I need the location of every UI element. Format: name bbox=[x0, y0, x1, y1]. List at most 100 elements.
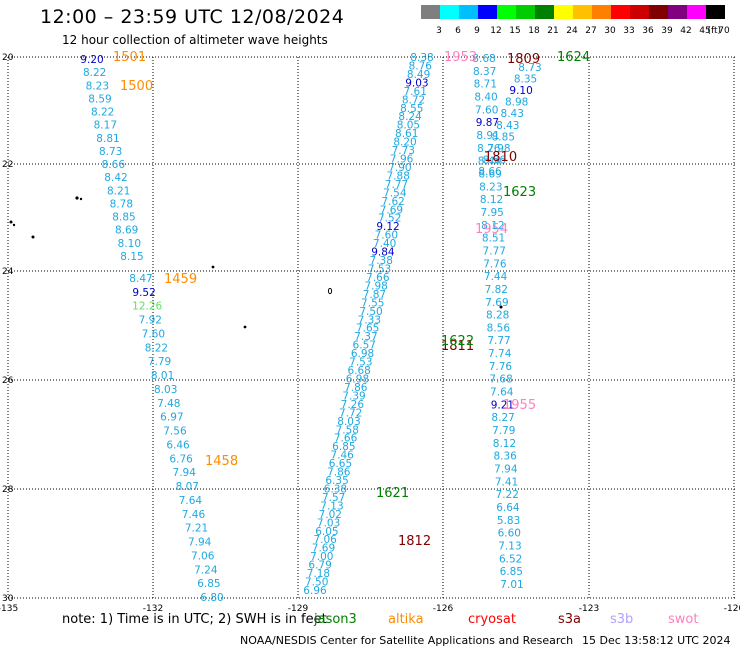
lat-tick-label: 28 bbox=[2, 485, 14, 495]
lon-tick-label: -129 bbox=[288, 604, 309, 614]
lat-tick-label: 24 bbox=[2, 267, 14, 277]
wave-height-value: 8.15 bbox=[120, 251, 143, 263]
wave-height-value: 9.21 bbox=[491, 399, 514, 411]
wave-height-value: 6.98 bbox=[351, 348, 374, 360]
pass-time-label: 1622 bbox=[441, 334, 474, 349]
wave-height-value: 8.44 bbox=[478, 156, 502, 168]
wave-height-value: 6.76 bbox=[169, 453, 193, 465]
wave-height-value: 7.54 bbox=[383, 187, 407, 199]
wave-height-value: 8.12 bbox=[480, 194, 503, 206]
color-scale-swatch bbox=[535, 5, 554, 19]
pass-time-labels: 1501 1500 1459 1458 1953 1954 1955 1809 1810 1811… bbox=[113, 50, 590, 549]
wave-height-value: 12.26 bbox=[132, 301, 162, 313]
wave-height-value: 9.87 bbox=[476, 117, 499, 129]
wave-height-value: 8.22 bbox=[83, 67, 106, 79]
wave-height-value: 8.68 bbox=[472, 53, 495, 65]
wave-height-value: 8.72 bbox=[402, 94, 425, 106]
wave-height-value: 8.43 bbox=[501, 108, 524, 120]
wave-height-value: 7.18 bbox=[307, 568, 330, 580]
wave-height-value: 8.03 bbox=[154, 384, 177, 396]
color-scale-swatch bbox=[668, 5, 687, 19]
color-scale-swatch bbox=[554, 5, 573, 19]
color-scale-swatch bbox=[478, 5, 497, 19]
wave-height-value: 8.03 bbox=[337, 416, 360, 428]
wave-height-value: 8.98 bbox=[505, 97, 528, 109]
wave-height-value: 6.96 bbox=[303, 585, 327, 597]
wave-height-value: 7.77 bbox=[487, 335, 510, 347]
lon-tick-label: -123 bbox=[579, 604, 599, 614]
wave-height-value: 7.24 bbox=[194, 564, 218, 576]
wave-height-value: 9.12 bbox=[376, 221, 399, 233]
wave-height-value: 8.66 bbox=[102, 159, 126, 171]
wave-height-value: 7.21 bbox=[185, 523, 208, 535]
wave-height-value: 7.57 bbox=[322, 492, 345, 504]
pass-time-label: 1953 bbox=[444, 50, 477, 65]
wave-height-value: 7.53 bbox=[368, 264, 391, 276]
wave-height-value: 6.65 bbox=[329, 458, 352, 470]
wave-height-value: 6.57 bbox=[353, 340, 376, 352]
footer-note: note: 1) Time is in UTC; 2) SWH is in fe… bbox=[62, 612, 327, 627]
color-scale-tick: 39 bbox=[661, 26, 673, 36]
satellite-legend-item: swot bbox=[668, 612, 699, 627]
wave-height-value: 7.26 bbox=[341, 399, 365, 411]
wave-height-value: 7.79 bbox=[148, 356, 171, 368]
wave-height-value: 8.38 bbox=[410, 52, 433, 64]
wave-height-value: 7.33 bbox=[358, 314, 381, 326]
lon-tick-label: -120 bbox=[724, 604, 740, 614]
color-scale-tick: 24 bbox=[566, 26, 578, 36]
wave-height-value: 8.27 bbox=[491, 412, 514, 424]
wave-height-value: 8.69 bbox=[478, 168, 501, 180]
color-scale-tick: 30 bbox=[604, 26, 616, 36]
wave-height-value: 7.60 bbox=[375, 230, 398, 242]
wave-height-value: 6.85 bbox=[500, 566, 523, 578]
wave-height-value: 8.47 bbox=[129, 273, 152, 285]
color-scale-tick: 36 bbox=[642, 26, 654, 36]
wave-height-value: 7.86 bbox=[327, 467, 351, 479]
wave-height-value: 7.72 bbox=[339, 407, 362, 419]
axis-labels: -135 -132 -129 -126 -123 -120 20 22 24 26 28 30 bbox=[0, 53, 740, 614]
satellite-legend-item: jason3 bbox=[314, 612, 357, 627]
wave-height-value: 7.50 bbox=[359, 306, 382, 318]
wave-height-value: 8.56 bbox=[483, 154, 507, 166]
wave-height-value: 7.94 bbox=[188, 537, 212, 549]
wave-height-value: 9.20 bbox=[80, 54, 103, 66]
color-scale-swatch bbox=[497, 5, 516, 19]
wave-height-value: 7.13 bbox=[320, 500, 343, 512]
wave-height-value: 7.39 bbox=[342, 390, 365, 402]
wave-height-value: 6.85 bbox=[332, 441, 355, 453]
wave-height-value: 8.51 bbox=[482, 233, 505, 245]
wave-height-value: 8.24 bbox=[398, 111, 422, 123]
wave-height-value: 8.61 bbox=[395, 128, 418, 140]
wave-height-value: 7.65 bbox=[356, 323, 379, 335]
wave-height-value: 7.66 bbox=[366, 272, 390, 284]
lat-tick-label: 22 bbox=[2, 160, 13, 170]
wave-height-value: 8.73 bbox=[518, 62, 541, 74]
lat-tick-label: 30 bbox=[2, 594, 14, 604]
color-scale-tick: 12 bbox=[490, 26, 501, 36]
wave-height-value: 7.53 bbox=[349, 357, 372, 369]
wave-height-value: 8.69 bbox=[115, 225, 138, 237]
wave-height-value: 7.68 bbox=[489, 374, 512, 386]
lat-tick-label: 26 bbox=[2, 376, 14, 386]
wave-height-value: 7.69 bbox=[380, 204, 403, 216]
wave-height-value: 5.83 bbox=[497, 515, 520, 527]
pass-time-label: 1812 bbox=[398, 534, 431, 549]
color-scale-swatch bbox=[592, 5, 611, 19]
color-scale-tick: 33 bbox=[623, 26, 634, 36]
color-scale-swatch bbox=[459, 5, 478, 19]
color-scale-tick: 70 bbox=[718, 26, 730, 36]
pass-time-label: 1810 bbox=[484, 150, 517, 165]
color-scale-tick: 18 bbox=[528, 26, 540, 36]
wave-height-value: 9.03 bbox=[405, 77, 428, 89]
wave-height-value: 8.59 bbox=[88, 93, 111, 105]
wave-height-value: 9.52 bbox=[132, 287, 155, 299]
island-outlines bbox=[9, 196, 503, 329]
wave-height-value: 8.71 bbox=[474, 79, 497, 91]
wave-height-value: 7.52 bbox=[378, 213, 401, 225]
wave-height-value: 7.03 bbox=[317, 517, 340, 529]
wave-height-value: 8.07 bbox=[176, 481, 199, 493]
wave-height-value: 7.66 bbox=[334, 433, 358, 445]
wave-height-value: 8.17 bbox=[94, 120, 117, 132]
wave-height-value: 8.78 bbox=[110, 198, 133, 210]
wave-height-tracks: 9.208.228.238.598.228.178.818.738.668.42… bbox=[80, 52, 541, 604]
